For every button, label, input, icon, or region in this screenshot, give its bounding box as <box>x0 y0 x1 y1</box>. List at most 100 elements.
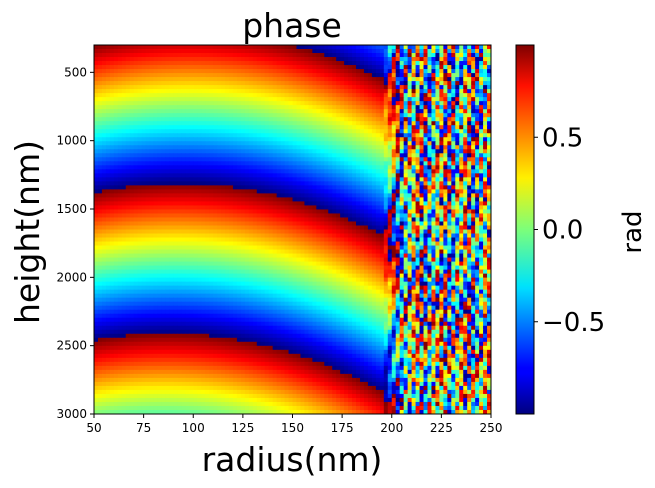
heatmap-cell <box>193 133 198 138</box>
heatmap-cell <box>463 73 468 78</box>
heatmap-cell <box>387 141 393 146</box>
heatmap-cell <box>399 93 405 98</box>
heatmap-cell <box>121 189 127 194</box>
heatmap-cell <box>320 177 325 182</box>
heatmap-cell <box>161 105 167 110</box>
heatmap-cell <box>399 237 405 243</box>
heatmap-cell <box>272 81 278 86</box>
heatmap-cell <box>153 149 159 154</box>
heatmap-cell <box>113 53 119 58</box>
heatmap-cell <box>352 217 357 223</box>
heatmap-cell <box>113 101 119 106</box>
heatmap-cell <box>137 233 143 239</box>
heatmap-cell <box>324 161 329 166</box>
heatmap-cell <box>411 49 417 54</box>
heatmap-cell <box>395 65 401 70</box>
heatmap-cell <box>387 165 393 170</box>
heatmap-cell <box>153 213 159 219</box>
heatmap-cell <box>356 89 361 94</box>
heatmap-cell <box>288 233 294 239</box>
heatmap-cell <box>395 69 401 74</box>
heatmap-cell <box>117 73 123 78</box>
heatmap-cell <box>97 201 103 207</box>
heatmap-cell <box>411 205 417 211</box>
heatmap-cell <box>447 185 452 190</box>
heatmap-cell <box>352 109 357 114</box>
heatmap-cell <box>181 221 186 227</box>
heatmap-cell <box>232 145 238 150</box>
heatmap-cell <box>169 173 174 178</box>
heatmap-cell <box>153 153 159 158</box>
heatmap-cell <box>467 45 472 50</box>
heatmap-cell <box>371 97 377 102</box>
heatmap-cell <box>97 141 103 146</box>
heatmap-cell <box>300 201 306 207</box>
heatmap-cell <box>371 45 377 50</box>
heatmap-cell <box>479 113 484 118</box>
heatmap-cell <box>236 205 242 211</box>
heatmap-cell <box>328 69 333 74</box>
heatmap-cell <box>459 161 464 166</box>
heatmap-cell <box>363 165 369 170</box>
heatmap-cell <box>336 121 341 126</box>
heatmap-cell <box>121 45 127 50</box>
heatmap-cell <box>340 197 345 203</box>
heatmap-cell <box>431 229 437 235</box>
heatmap-cell <box>288 141 294 146</box>
heatmap-cell <box>94 225 99 231</box>
heatmap-cell <box>94 165 99 170</box>
heatmap-cell <box>256 73 262 78</box>
heatmap-cell <box>367 205 373 211</box>
heatmap-cell <box>304 241 309 247</box>
heatmap-cell <box>248 105 254 110</box>
heatmap-cell <box>185 77 190 82</box>
heatmap-cell <box>94 61 99 66</box>
heatmap-cell <box>228 169 234 174</box>
heatmap-cell <box>145 129 151 134</box>
heatmap-cell <box>383 181 389 186</box>
heatmap-cell <box>431 225 437 231</box>
heatmap-cell <box>213 97 218 102</box>
heatmap-cell <box>236 213 242 219</box>
heatmap-cell <box>189 53 194 58</box>
heatmap-cell <box>348 81 353 86</box>
heatmap-cell <box>189 113 194 118</box>
heatmap-cell <box>268 109 274 114</box>
heatmap-cell <box>431 209 437 215</box>
heatmap-cell <box>332 77 337 82</box>
heatmap-cell <box>244 85 250 90</box>
heatmap-cell <box>109 197 115 203</box>
heatmap-cell <box>161 65 167 70</box>
heatmap-cell <box>252 93 258 98</box>
heatmap-cell <box>157 217 163 223</box>
heatmap-cell <box>348 69 353 74</box>
heatmap-cell <box>431 177 437 182</box>
heatmap-cell <box>411 209 417 215</box>
heatmap-cell <box>399 65 405 70</box>
heatmap-cell <box>268 113 274 118</box>
heatmap-cell <box>423 225 429 231</box>
heatmap-cell <box>304 125 309 130</box>
heatmap-cell <box>403 181 409 186</box>
heatmap-cell <box>280 233 286 239</box>
heatmap-cell <box>479 73 484 78</box>
heatmap-cell <box>268 81 274 86</box>
heatmap-cell <box>467 241 472 247</box>
heatmap-cell <box>487 213 491 219</box>
heatmap-cell <box>328 49 333 54</box>
heatmap-cell <box>157 101 163 106</box>
heatmap-cell <box>201 53 206 58</box>
heatmap-cell <box>105 93 111 98</box>
heatmap-cell <box>117 105 123 110</box>
heatmap-cell <box>336 53 341 58</box>
heatmap-cell <box>276 61 282 66</box>
heatmap-cell <box>363 141 369 146</box>
heatmap-cell <box>264 209 270 215</box>
heatmap-cell <box>320 121 325 126</box>
heatmap-cell <box>153 133 159 138</box>
heatmap-cell <box>133 129 139 134</box>
heatmap-cell <box>217 201 222 207</box>
heatmap-cell <box>475 177 480 182</box>
heatmap-cell <box>336 69 341 74</box>
heatmap-cell <box>133 73 139 78</box>
